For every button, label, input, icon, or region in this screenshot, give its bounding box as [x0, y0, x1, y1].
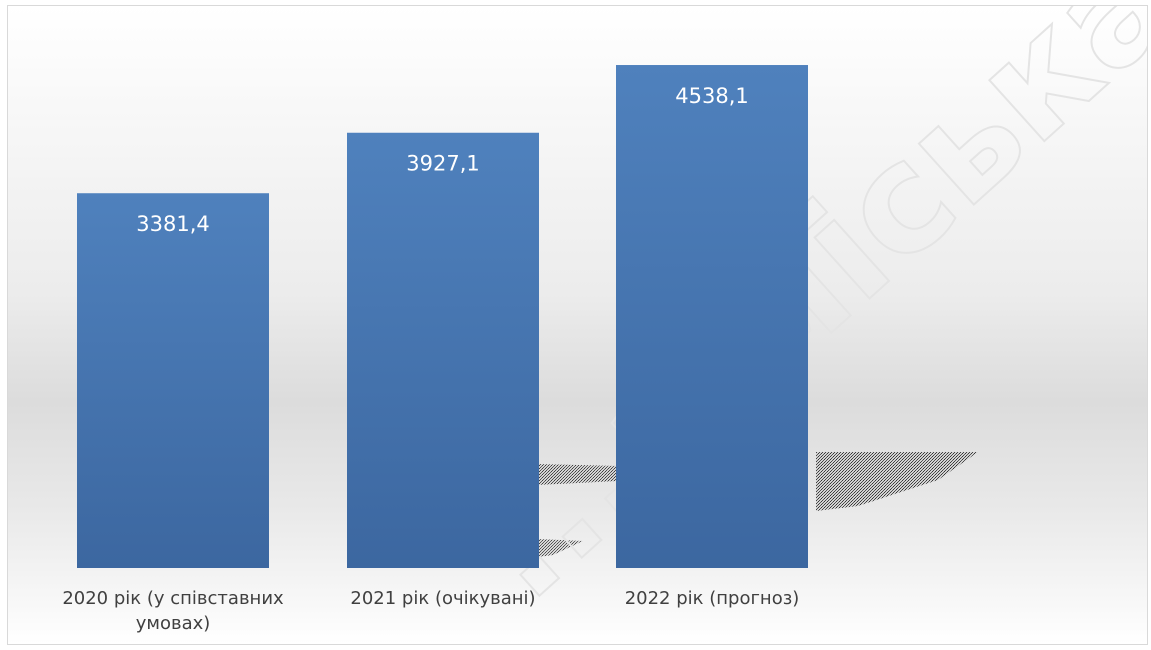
- bars-group: [77, 65, 808, 569]
- category-label-3: 2022 рік (прогноз): [625, 588, 800, 609]
- value-label-1: 3381,4: [136, 212, 209, 236]
- bar-3: [616, 65, 808, 568]
- bar-1: [77, 193, 269, 569]
- value-label-3: 4538,1: [675, 84, 748, 108]
- labels-group: 3381,4 3927,1 4538,1: [136, 84, 748, 236]
- category-labels-group: 2020 рік (у співставних умовах) 2021 рік (…: [62, 588, 799, 634]
- category-label-1-line-1: 2020 рік (у співставних: [62, 588, 284, 609]
- value-label-2: 3927,1: [406, 152, 479, 176]
- shadow-artifacts: [538, 452, 978, 557]
- bar-2: [347, 132, 539, 569]
- category-label-2: 2021 рік (очікувані): [350, 588, 535, 609]
- category-label-1-line-2: умовах): [136, 613, 211, 634]
